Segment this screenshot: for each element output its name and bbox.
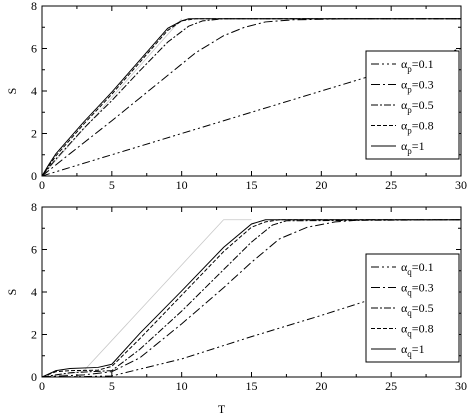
series-line-2 [42,18,461,176]
y-tick-label: 8 [31,0,37,13]
y-tick-label: 4 [31,84,37,98]
y-tick-label: 0 [31,169,37,183]
legend-label-1: αq=0.1 [401,260,434,277]
series-line-2 [42,219,461,377]
y-tick-label: 6 [31,243,37,257]
legend-label-2: αq=0.3 [401,281,434,298]
x-tick-label: 20 [315,178,327,192]
x-tick-label: 30 [455,178,467,192]
y-tick-label: 2 [31,328,37,342]
x-tick-label: 20 [315,379,327,393]
reference-line [42,219,252,377]
x-tick-label: 15 [246,178,258,192]
x-tick-label: 0 [39,178,45,192]
legend-label-2: αp=0.3 [401,78,434,95]
y-tick-label: 0 [31,370,37,384]
chart-panel-1: 0 5 10 15 20 25 30 0 2 4 6 8 Sαp=0.1 αp=0.3 αp=0.5 αp=0… [5,0,467,192]
x-tick-label: 25 [385,178,397,192]
y-tick-label: 2 [31,127,37,141]
y-tick-label: 6 [31,42,37,56]
x-tick-label: 5 [109,178,115,192]
x-tick-label: 10 [176,379,188,393]
legend-label-4: αq=0.8 [401,322,434,339]
y-tick-label: 8 [31,200,37,214]
y-tick-label: 4 [31,285,37,299]
series-line-4 [42,18,461,176]
x-tick-label: 15 [246,379,258,393]
legend-label-3: αp=0.5 [401,98,434,115]
legend-label-3: αq=0.5 [401,301,434,318]
series-line-5 [42,18,461,176]
x-tick-label: 0 [39,379,45,393]
x-tick-label: 30 [455,379,467,393]
chart-panel-2: 0 5 10 15 20 25 30 0 2 4 6 8 S Tαq=0.1 αq=0.3 αq=0.5 αq=… [5,200,467,416]
x-axis-label: T [218,402,226,416]
series-line-3 [42,219,461,377]
legend-label-4: αp=0.8 [401,119,434,136]
legend-label-1: αp=0.1 [401,57,434,74]
legend-label-5: αq=1 [401,342,425,359]
y-axis-label: S [5,88,19,95]
x-tick-label: 5 [109,379,115,393]
y-axis-label: S [5,289,19,296]
series-line-4 [42,219,461,377]
legend-label-5: αp=1 [401,139,425,156]
series-line-1 [42,270,461,377]
reference-line [42,18,182,176]
series-line-5 [42,219,461,377]
x-tick-label: 10 [176,178,188,192]
series-line-3 [42,18,461,176]
x-tick-label: 25 [385,379,397,393]
